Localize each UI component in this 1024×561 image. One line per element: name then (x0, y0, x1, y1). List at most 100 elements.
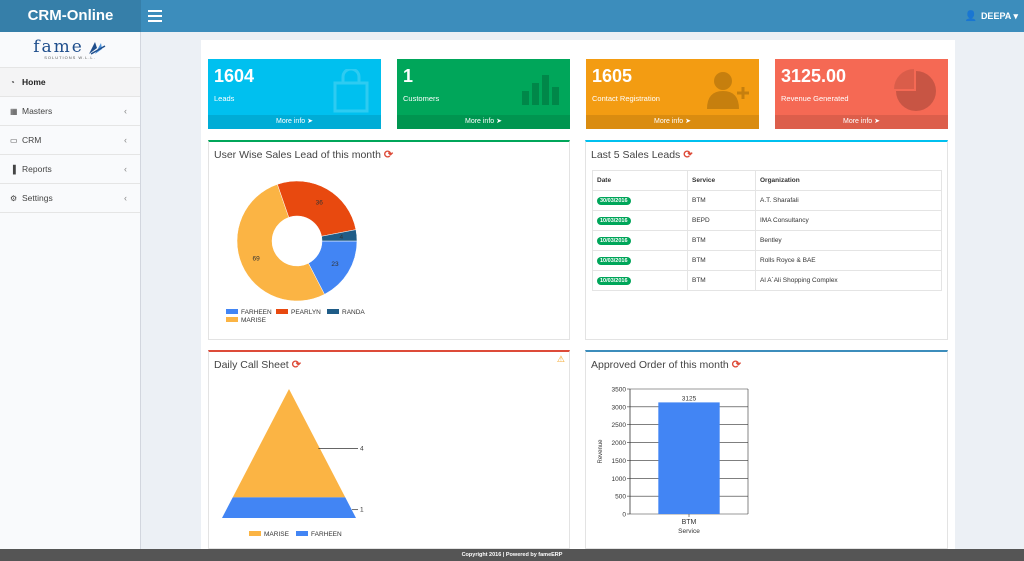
more-info-link[interactable]: More info ➤ (586, 115, 759, 129)
panel-title: User Wise Sales Lead of this month ⟳ (214, 149, 394, 161)
x-tick-label: BTM (682, 519, 697, 526)
sidebar-item-settings[interactable]: ⚙ Settings ‹ (0, 184, 140, 213)
more-info-link[interactable]: More info ➤ (397, 115, 570, 129)
table-row[interactable]: 10/03/2016 BEPD IMA Consultancy (592, 210, 942, 231)
column-header: Date (592, 170, 688, 191)
refresh-icon[interactable]: ⟳ (683, 149, 693, 161)
info-box-contact-registration: 1605 Contact Registration More info ➤ (586, 59, 759, 129)
date-badge: 30/03/2016 (597, 196, 631, 205)
y-tick-label: 2500 (612, 422, 627, 429)
refresh-icon[interactable]: ⟳ (731, 359, 741, 371)
date-cell: 10/03/2016 (592, 270, 688, 291)
service-cell: BTM (687, 190, 756, 211)
service-cell: BEPD (687, 210, 756, 231)
y-tick-label: 1000 (612, 476, 627, 483)
grid-icon: ▦ (10, 107, 18, 116)
x-axis-label: Service (678, 528, 700, 535)
organization-cell: IMA Consultancy (755, 210, 942, 231)
sidebar-item-crm[interactable]: ▭ CRM ‹ (0, 126, 140, 155)
bar-chart-icon (520, 69, 560, 110)
legend-label: FARHEEN (311, 531, 342, 538)
chevron-left-icon: ‹ (124, 193, 127, 203)
more-info-link[interactable]: More info ➤ (208, 115, 381, 129)
service-cell: BTM (687, 230, 756, 251)
legend-swatch (226, 309, 238, 314)
legend-swatch (296, 531, 308, 536)
date-badge: 10/03/2016 (597, 236, 631, 245)
service-cell: BTM (687, 270, 756, 291)
dashboard-area: 1604 Leads More info ➤ 1 Customers More info … (201, 40, 955, 549)
pyramid-segment-marise (232, 389, 346, 498)
gears-icon: ⚙ (10, 194, 18, 203)
legend-label: FARHEEN (241, 309, 272, 316)
date-cell: 10/03/2016 (592, 210, 688, 231)
y-tick-label: 0 (622, 512, 626, 519)
sidebar-toggle-icon[interactable] (148, 10, 162, 22)
table-row[interactable]: 10/03/2016 BTM Al A`Ali Shopping Complex (592, 270, 942, 291)
organization-cell: A.T. Sharafali (755, 190, 942, 211)
refresh-icon[interactable]: ⟳ (291, 359, 301, 371)
sidebar-item-label: Reports (22, 164, 52, 174)
panel-title: Last 5 Sales Leads ⟳ (591, 149, 693, 161)
pyramid-segment-farheen (222, 497, 356, 518)
last-5-leads-panel: Last 5 Sales Leads ⟳ Date Service Organizat… (585, 140, 948, 340)
organization-cell: Bentley (755, 230, 942, 251)
sidebar-item-home[interactable]: ◔ Home (0, 68, 140, 97)
user-plus-icon (705, 69, 749, 114)
approved-order-panel: Approved Order of this month ⟳ 0 500 1000 15… (585, 350, 948, 549)
user-menu[interactable]: 👤 DEEPA ▾ (964, 0, 1018, 32)
call-sheet-panel: Daily Call Sheet ⟳ ⚠ 4 1 MARISE FARHEEN (208, 350, 570, 549)
y-tick-label: 3500 (612, 387, 627, 394)
dashboard-icon: ◔ (10, 78, 15, 87)
sidebar: fame SOLUTIONS W.L.L. ◔ Home ▦ Masters ‹ ▭ CRM… (0, 32, 141, 549)
organization-cell: Al A`Ali Shopping Complex (755, 270, 942, 291)
leads-table: Date Service Organization 30/03/2016 BTM A.T.… (592, 170, 942, 291)
refresh-icon[interactable]: ⟳ (383, 149, 394, 161)
pie-chart-icon (894, 69, 938, 118)
donut-chart: 23 69 36 4 FARHEEN PEARLYN RANDA MARISE (226, 180, 365, 324)
table-header-row: Date Service Organization (592, 170, 942, 191)
table-row[interactable]: 30/03/2016 BTM A.T. Sharafali (592, 190, 942, 211)
date-badge: 10/03/2016 (597, 216, 631, 225)
more-info-link[interactable]: More info ➤ (775, 115, 948, 129)
pyramid-data-label: 1 (360, 507, 364, 514)
donut-slice-pearlyn (277, 180, 357, 237)
legend-swatch (327, 309, 339, 314)
donut-data-label: 69 (252, 256, 260, 263)
bar-chart: 0 500 1000 1500 2000 2500 3000 3500 3125 BTM Servi… (598, 387, 749, 535)
user-icon: 👤 (964, 11, 977, 22)
app-title[interactable]: CRM-Online (0, 0, 141, 32)
info-box-value: 3125.00 (781, 66, 847, 86)
table-row[interactable]: 10/03/2016 BTM Bentley (592, 230, 942, 251)
column-header: Organization (755, 170, 942, 191)
info-box-customers: 1 Customers More info ➤ (397, 59, 570, 129)
service-cell: BTM (687, 250, 756, 271)
info-box-value: 1605 (592, 66, 633, 86)
info-box-label: Customers (403, 94, 440, 103)
y-tick-label: 1500 (612, 458, 627, 465)
company-logo: fame SOLUTIONS W.L.L. (0, 32, 140, 68)
warning-icon[interactable]: ⚠ (556, 354, 565, 364)
legend-label: MARISE (241, 317, 267, 324)
caret-down-icon: ▾ (1013, 11, 1018, 21)
pyramid-chart: 4 1 MARISE FARHEEN (222, 389, 364, 538)
legend-swatch (249, 531, 261, 536)
info-box-value: 1 (403, 66, 414, 86)
sales-lead-panel: User Wise Sales Lead of this month ⟳ 23 69… (208, 140, 570, 340)
chevron-left-icon: ‹ (124, 164, 127, 174)
shopping-bag-icon (331, 67, 371, 118)
legend-label: RANDA (342, 309, 365, 316)
y-axis-label: Revenue (598, 439, 604, 464)
column-header: Service (687, 170, 756, 191)
logo-mark-icon (88, 41, 106, 55)
sidebar-item-masters[interactable]: ▦ Masters ‹ (0, 97, 140, 126)
info-box-label: Leads (214, 94, 235, 103)
table-row[interactable]: 10/03/2016 BTM Rolls Royce & BAE (592, 250, 942, 271)
bar-data-label: 3125 (682, 395, 697, 402)
info-box-label: Revenue Generated (781, 94, 849, 103)
panel-title: Approved Order of this month ⟳ (591, 359, 741, 371)
arrow-circle-right-icon: ➤ (874, 118, 880, 125)
date-cell: 30/03/2016 (592, 190, 688, 211)
legend-label: MARISE (264, 531, 290, 538)
sidebar-item-reports[interactable]: ▐ Reports ‹ (0, 155, 140, 184)
